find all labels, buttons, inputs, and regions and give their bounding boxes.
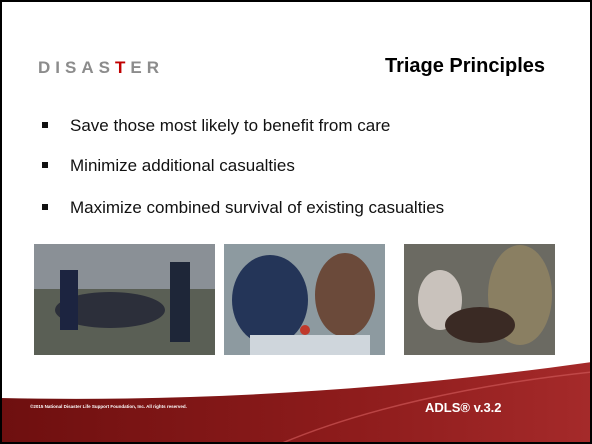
logo-highlight: T [115,58,130,77]
logo-text: ER [130,58,164,77]
logo-text: DISAS [38,58,115,77]
bullet-text: Minimize additional casualties [70,156,295,175]
bullet-item: Minimize additional casualties [42,156,295,176]
bullet-text: Maximize combined survival of existing c… [70,198,444,217]
version: ADLS® v.3.2 [425,400,502,415]
logo: DISASTER [38,58,164,78]
bullet-item: Maximize combined survival of existing c… [42,198,444,218]
bullet-marker [42,162,48,168]
bullet-text: Save those most likely to benefit from c… [70,116,390,135]
bullet-marker [42,204,48,210]
bullet-marker [42,122,48,128]
slide-title: Triage Principles [380,55,550,78]
copyright: ©2015 National Disaster Life Support Fou… [30,404,187,409]
slide: DISASTER Triage Principles Save those mo… [0,0,592,444]
bullet-item: Save those most likely to benefit from c… [42,116,390,136]
